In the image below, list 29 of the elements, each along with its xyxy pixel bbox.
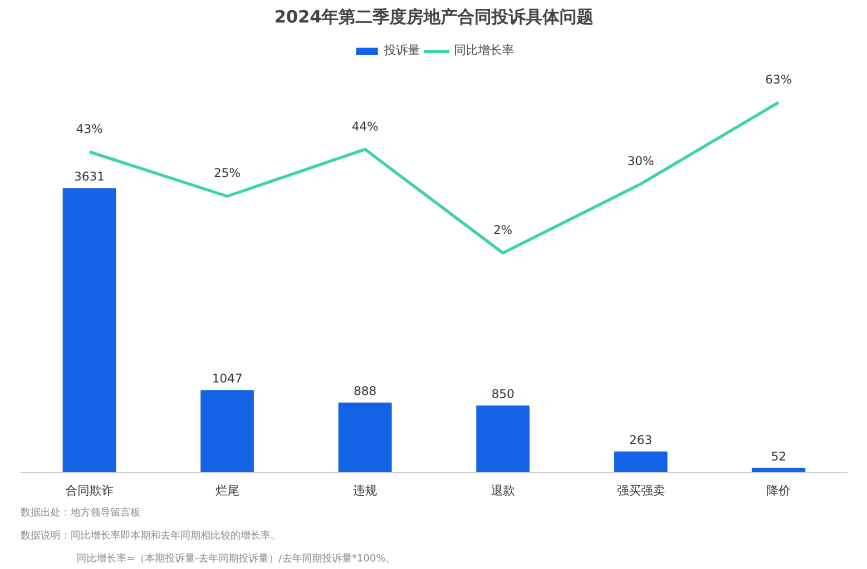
data-label: 3631 (74, 170, 105, 184)
x-tick-label: 退款 (490, 484, 515, 498)
data-label: 263 (629, 432, 652, 447)
x-tick-label: 违规 (353, 484, 378, 498)
data-label: 1047 (212, 372, 243, 386)
x-tick-label: 降价 (766, 484, 791, 498)
x-tick-label: 烂尾 (215, 484, 240, 498)
bar (476, 406, 530, 472)
data-label: 888 (354, 384, 377, 398)
data-label: 43% (76, 122, 103, 136)
chart-title: 2024年第二季度房地产合同投诉具体问题 (274, 8, 594, 28)
bar (62, 188, 116, 472)
bar (200, 390, 254, 472)
bar (614, 451, 668, 472)
data-label: 52 (770, 449, 786, 464)
x-tick-label: 强买强卖 (616, 484, 665, 498)
data-label: 2% (493, 223, 512, 238)
data-label: 30% (627, 154, 654, 168)
x-tick-label: 合同欺诈 (65, 484, 114, 498)
legend-label: 投诉量 (384, 42, 420, 59)
text: 数据出处：地方领导留言板 (20, 506, 140, 518)
text: 数据说明：同比增长率即本期和去年同期相比较的增长率。 (20, 530, 280, 542)
data-label: 63% (765, 72, 792, 86)
data-label: 850 (491, 387, 514, 402)
data-label: 25% (214, 166, 241, 180)
bar (338, 402, 392, 472)
text: 同比增长率=（本期投诉量-去年同期投诉量）/去年同期投诉量*100%。 (76, 552, 396, 564)
data-label: 44% (352, 119, 378, 134)
legend-label: 同比增长率 (454, 42, 514, 59)
